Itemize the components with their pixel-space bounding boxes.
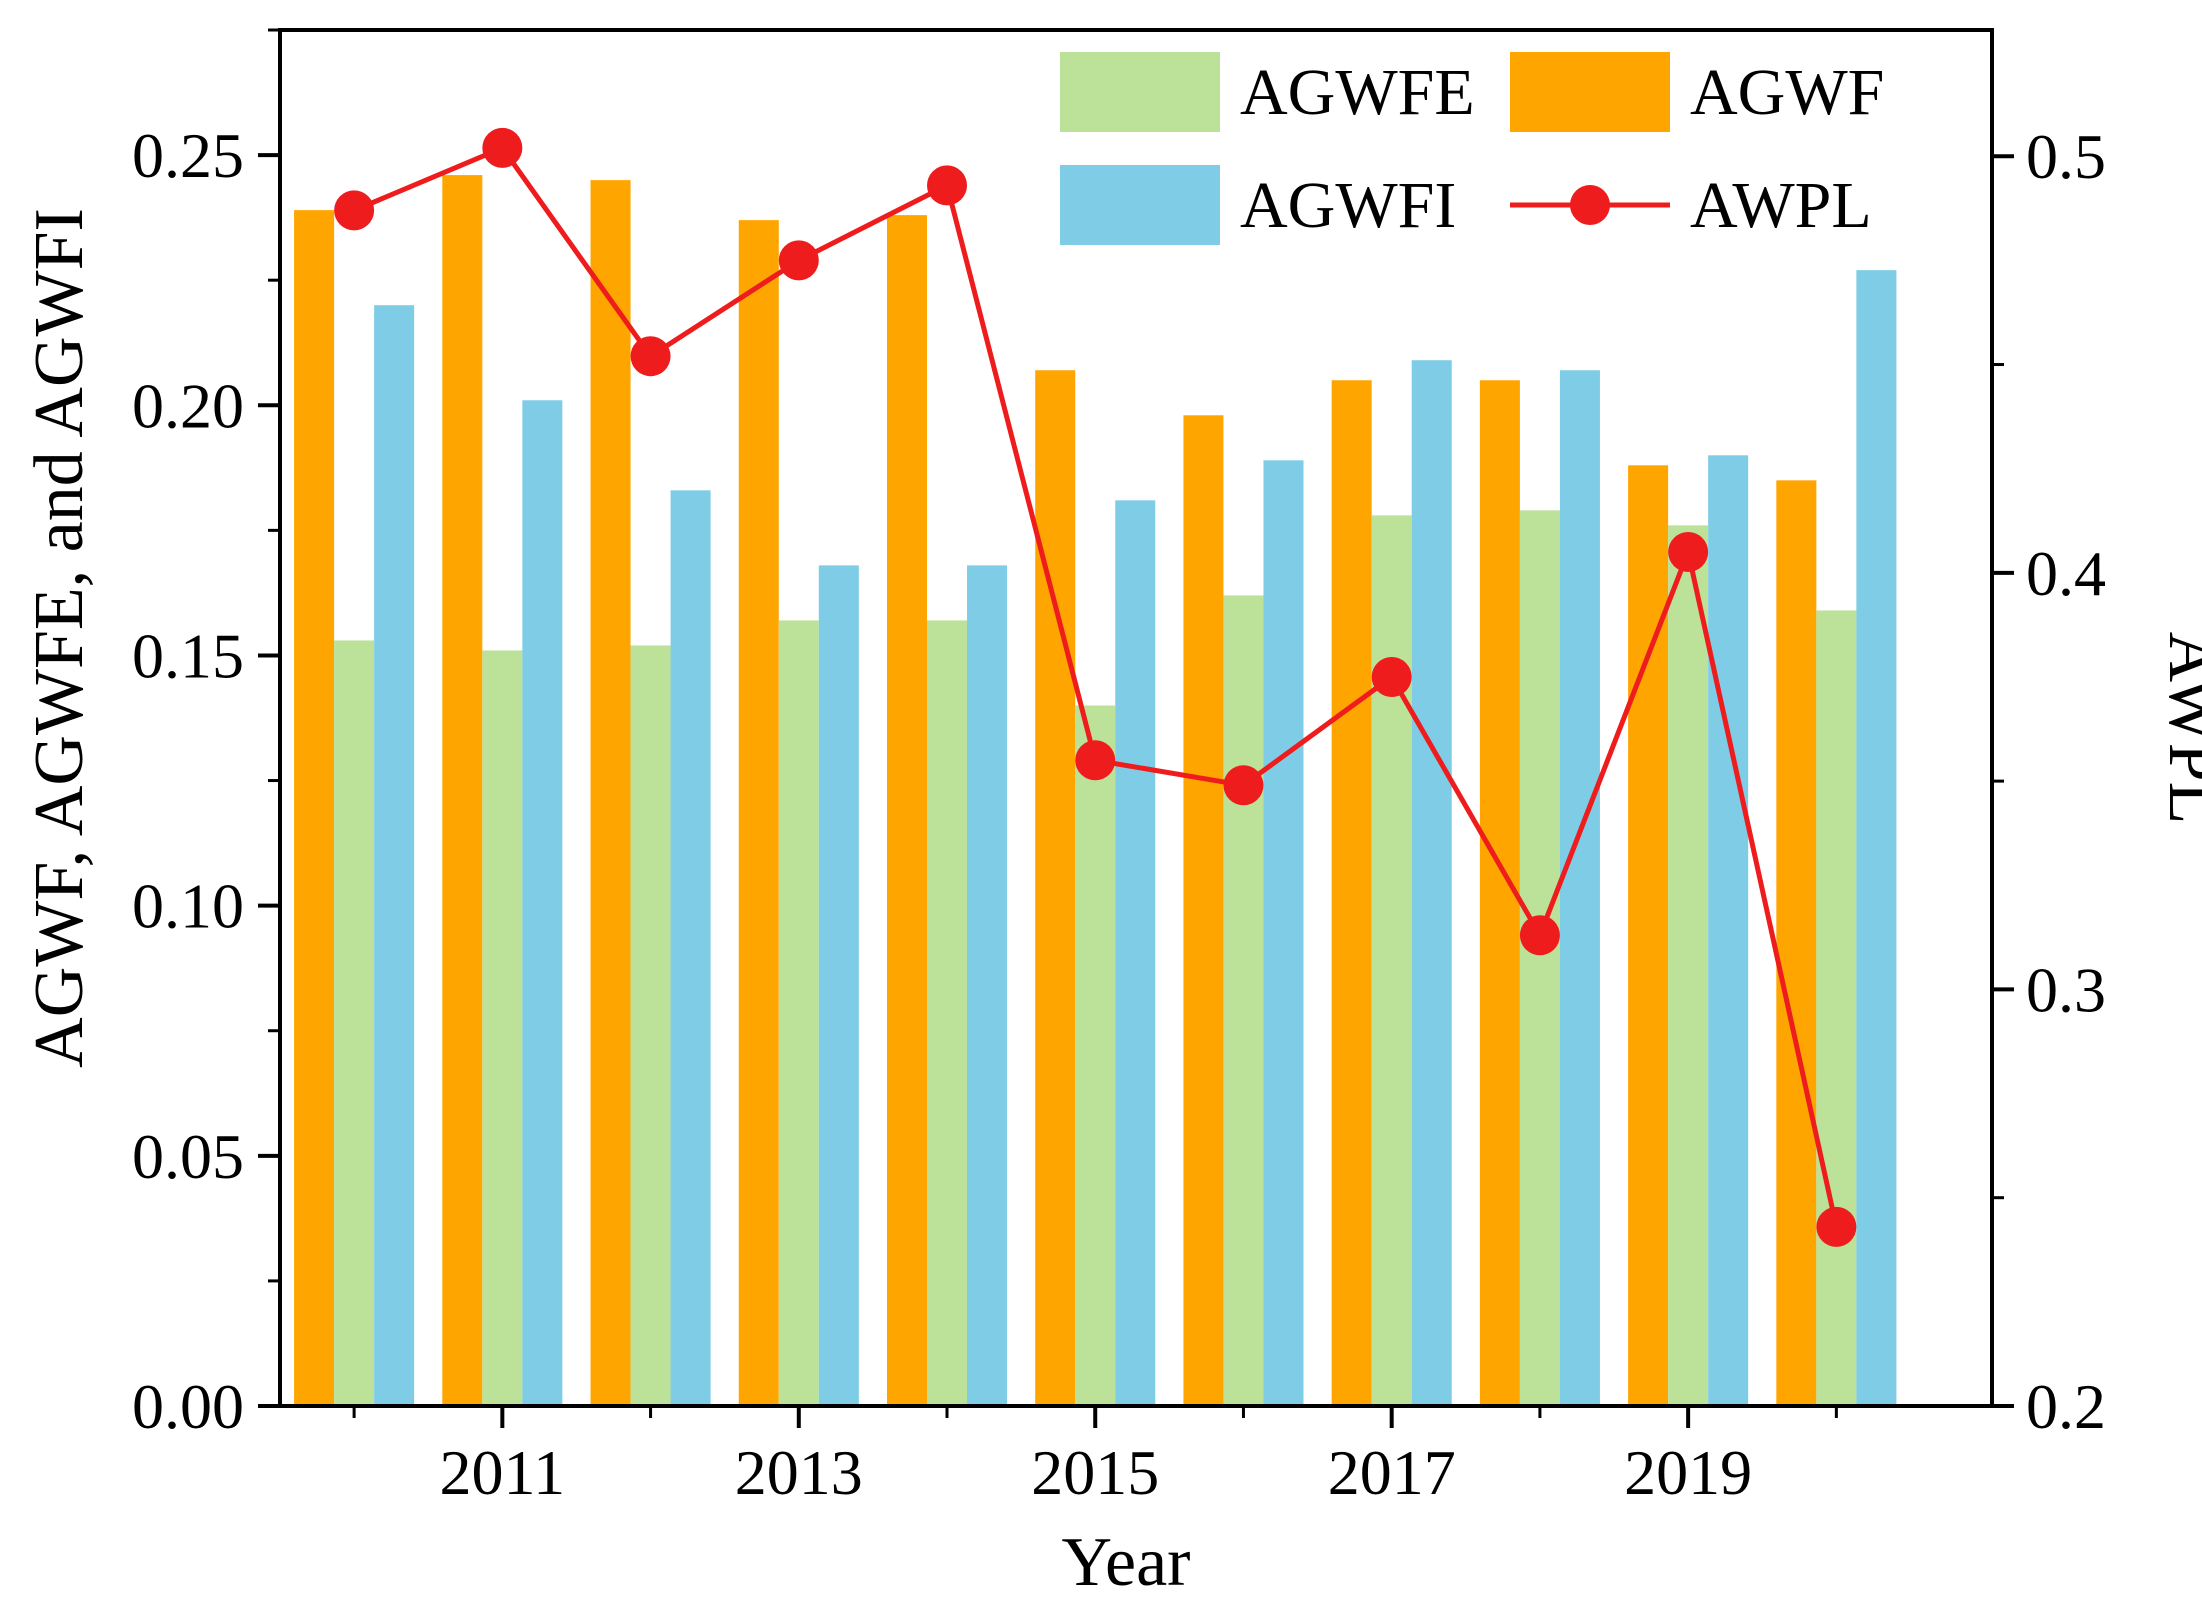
x-axis-title: Year — [1062, 1524, 1191, 1601]
point-awpl-2017 — [1371, 656, 1412, 697]
bar-agwfe-2010 — [334, 640, 375, 1406]
plot-frame — [278, 28, 1994, 1408]
bar-agwf-2010 — [294, 210, 335, 1407]
bar-agwfe-2015 — [1075, 705, 1116, 1406]
point-awpl-2010 — [334, 190, 375, 231]
bar-agwfi-2010 — [374, 305, 415, 1407]
y-tick-label: 0.25 — [132, 120, 244, 191]
y2-tick-label: 0.3 — [2026, 954, 2106, 1025]
point-awpl-2019 — [1668, 531, 1709, 572]
bar-agwf-2014 — [886, 215, 928, 1407]
bar-agwf-2012 — [590, 180, 631, 1406]
legend-label-agwf: AGWF — [1690, 56, 1884, 129]
bar-agwfi-2019 — [1708, 455, 1749, 1406]
legend-label-agwfi: AGWFI — [1240, 169, 1456, 242]
bar-agwfi-2011 — [522, 400, 563, 1406]
legend-swatch-agwf — [1510, 52, 1670, 132]
y-axis-title: AGWF, AGWFE, and AGWFI — [21, 208, 98, 1068]
bar-agwfe-2017 — [1371, 515, 1412, 1406]
x-tick-label: 2017 — [1328, 1437, 1456, 1508]
legend-swatch-agwfi — [1060, 165, 1220, 245]
point-awpl-2020 — [1816, 1206, 1857, 1247]
bar-agwfe-2014 — [927, 620, 968, 1406]
point-awpl-2011 — [482, 127, 523, 168]
y-tick-label: 0.05 — [132, 1121, 244, 1192]
bar-agwf-2015 — [1035, 370, 1076, 1406]
point-awpl-2015 — [1075, 740, 1116, 781]
bar-agwfe-2016 — [1223, 595, 1264, 1406]
y-tick-label: 0.00 — [132, 1371, 244, 1442]
legend: AGWFE AGWF AGWFI AWPL — [1060, 52, 1884, 245]
y2-axis-title: AWPL — [2154, 632, 2202, 825]
bar-agwfe-2013 — [778, 620, 819, 1406]
bar-agwfi-2012 — [670, 490, 711, 1406]
bar-agwfe-2011 — [482, 650, 523, 1406]
bar-agwfi-2015 — [1115, 500, 1156, 1407]
point-awpl-2014 — [927, 165, 968, 206]
legend-marker-awpl — [1570, 185, 1610, 225]
bar-agwf-2011 — [442, 175, 483, 1406]
x-tick-label: 2013 — [735, 1437, 863, 1508]
bar-agwfi-2020 — [1856, 270, 1897, 1406]
line-layer — [334, 127, 1857, 1247]
point-awpl-2012 — [630, 336, 671, 377]
legend-swatch-agwfe — [1060, 52, 1220, 132]
x-tick-label: 2015 — [1031, 1437, 1159, 1508]
bar-agwfi-2017 — [1411, 360, 1452, 1406]
bar-agwf-2020 — [1776, 480, 1817, 1406]
y-tick-label: 0.10 — [132, 871, 244, 942]
y2-tick-label: 0.4 — [2026, 538, 2106, 609]
bar-agwfi-2016 — [1263, 460, 1304, 1406]
bar-agwfi-2018 — [1559, 370, 1600, 1406]
x-tick-label: 2019 — [1624, 1437, 1752, 1508]
bar-agwfe-2020 — [1816, 610, 1857, 1406]
bar-agwf-2013 — [738, 220, 779, 1406]
legend-label-agwfe: AGWFE — [1240, 56, 1475, 129]
point-awpl-2013 — [778, 240, 819, 281]
bar-agwfe-2019 — [1668, 525, 1709, 1406]
bar-agwfi-2014 — [967, 565, 1008, 1406]
point-awpl-2016 — [1223, 765, 1264, 806]
axes-layer: 0.00 0.05 0.10 0.15 0.20 0.25 0.2 0.3 0.4 0.5 2011… — [21, 28, 2202, 1601]
bar-agwfe-2012 — [630, 645, 671, 1406]
y-tick-label: 0.15 — [132, 620, 244, 691]
y2-tick-label: 0.5 — [2026, 121, 2106, 192]
bar-agwfe-2018 — [1519, 510, 1560, 1406]
point-awpl-2018 — [1519, 915, 1560, 956]
bars-layer — [294, 175, 1897, 1407]
x-tick-label: 2011 — [440, 1437, 566, 1508]
bar-agwf-2017 — [1331, 380, 1372, 1407]
bar-agwf-2019 — [1628, 465, 1669, 1406]
bar-agwf-2016 — [1183, 415, 1224, 1406]
bar-agwfi-2013 — [818, 565, 859, 1406]
legend-label-awpl: AWPL — [1690, 169, 1872, 242]
y-tick-label: 0.20 — [132, 370, 244, 441]
y2-tick-label: 0.2 — [2026, 1371, 2106, 1442]
